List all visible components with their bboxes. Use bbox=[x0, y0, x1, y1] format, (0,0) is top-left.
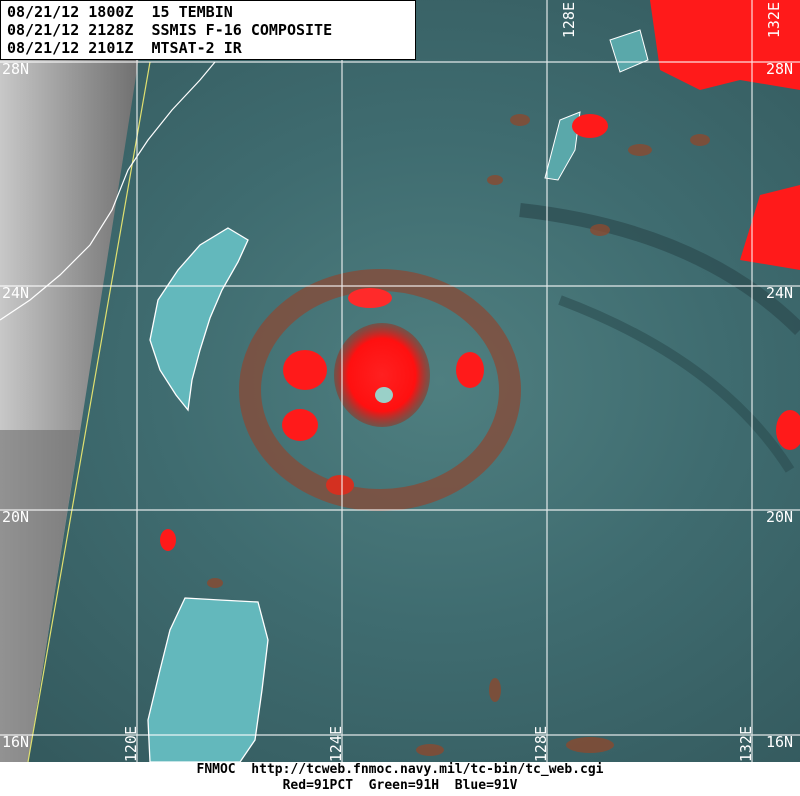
image-header-box: 08/21/12 1800Z 15 TEMBIN 08/21/12 2128Z … bbox=[0, 0, 416, 60]
outer-rainband bbox=[519, 203, 800, 335]
swath-edge-line bbox=[27, 61, 151, 762]
convection-cell bbox=[348, 288, 392, 308]
satellite-imagery-svg bbox=[0, 0, 800, 762]
convection-cell bbox=[160, 529, 176, 551]
convection-cell bbox=[282, 409, 318, 441]
lon-label-120e-bottom: 120E bbox=[122, 726, 140, 762]
typhoon-eye bbox=[375, 387, 393, 403]
convection-cell bbox=[283, 350, 327, 390]
lat-label-16n-right: 16N bbox=[766, 733, 794, 751]
east-convection bbox=[740, 185, 800, 270]
lon-label-128e-bottom: 128E bbox=[532, 726, 550, 762]
image-footer: FNMOC http://tcweb.fnmoc.navy.mil/tc-bin… bbox=[0, 762, 800, 796]
lat-label-24n-right: 24N bbox=[766, 284, 794, 302]
lon-label-124e-bottom: 124E bbox=[327, 726, 345, 762]
lat-label-24n-left: 24N bbox=[2, 284, 30, 302]
header-line-storm: 08/21/12 1800Z 15 TEMBIN bbox=[7, 3, 233, 21]
footer-source-line: FNMOC http://tcweb.fnmoc.navy.mil/tc-bin… bbox=[196, 762, 604, 777]
outer-rainband-2 bbox=[558, 295, 795, 473]
lat-label-28n-right: 28N bbox=[766, 60, 794, 78]
typhoon-outer-band bbox=[239, 269, 521, 511]
convection-cell bbox=[776, 410, 800, 450]
china-coastline bbox=[0, 61, 216, 321]
lat-label-20n-left: 20N bbox=[2, 508, 30, 526]
weak-convection bbox=[207, 114, 710, 756]
lat-label-20n-right: 20N bbox=[766, 508, 794, 526]
ir-dark-lower bbox=[0, 430, 80, 762]
lon-label-132e-bottom: 132E bbox=[737, 726, 755, 762]
taiwan-landmass bbox=[149, 227, 249, 412]
convection-cell bbox=[456, 352, 484, 388]
satellite-composite-image: 28N 24N 20N 16N 28N 24N 20N 16N 128E 132… bbox=[0, 0, 800, 762]
lon-label-128e-top: 128E bbox=[560, 2, 578, 39]
typhoon-eyewall bbox=[334, 323, 430, 427]
header-line-sensor: 08/21/12 2128Z SSMIS F-16 COMPOSITE bbox=[7, 21, 333, 39]
convection-cell bbox=[572, 114, 608, 138]
lon-label-132e-top: 132E bbox=[765, 2, 783, 39]
luzon-landmass bbox=[147, 597, 269, 762]
header-line-ir: 08/21/12 2101Z MTSAT-2 IR bbox=[7, 39, 242, 57]
ryukyu-north bbox=[609, 29, 649, 73]
convection-cell bbox=[326, 475, 354, 495]
lat-label-28n-left: 28N bbox=[2, 60, 30, 78]
lat-label-16n-left: 16N bbox=[2, 733, 30, 751]
footer-channel-line: Red=91PCT Green=91H Blue=91V bbox=[282, 778, 518, 793]
latlon-grid bbox=[0, 0, 800, 762]
northeast-convection bbox=[650, 0, 800, 90]
